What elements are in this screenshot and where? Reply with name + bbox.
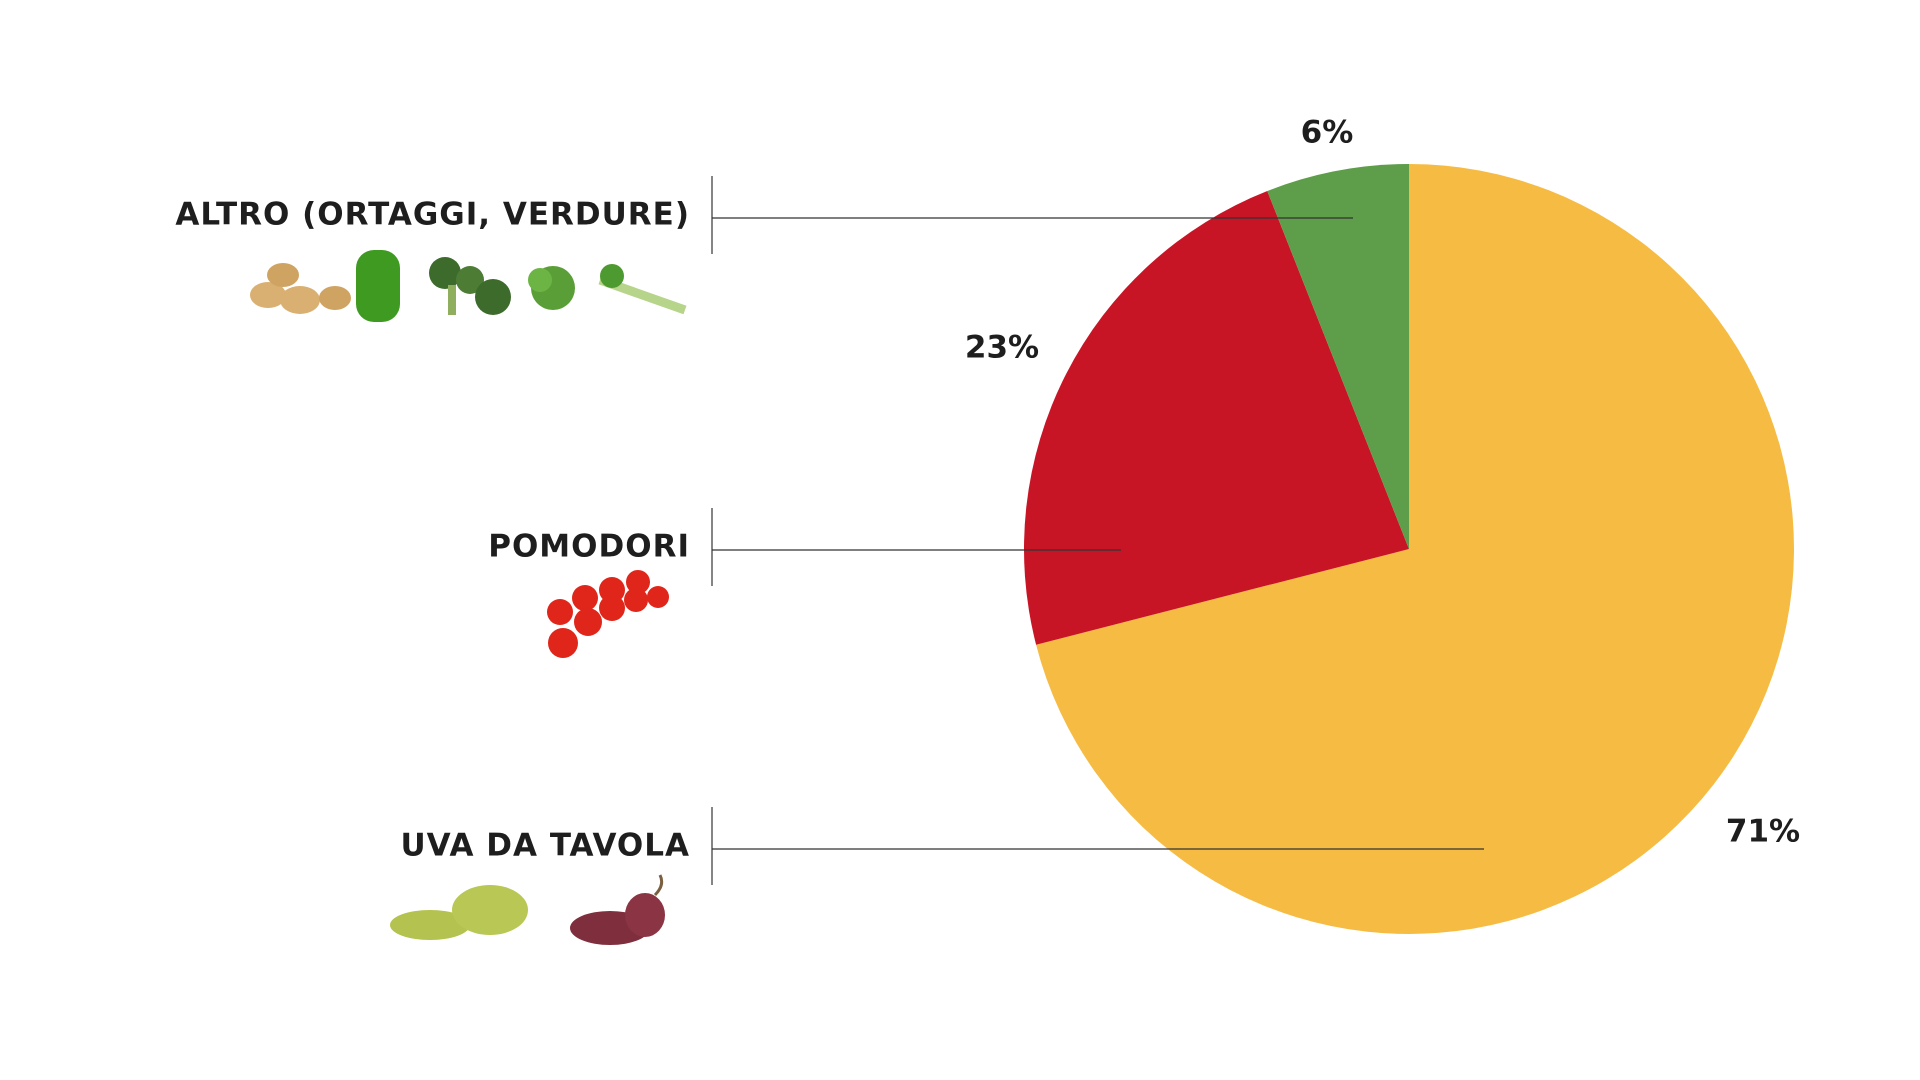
value-label: 71%	[1726, 814, 1800, 850]
labels: 71% UVA DA TAVOLA 23% POMODORI 6% ALTRO (ORTA…	[175, 115, 1800, 885]
value-label: 23%	[965, 330, 1039, 366]
pie-slice	[1024, 191, 1409, 645]
vegetable-icons	[250, 250, 687, 322]
legend-label: POMODORI	[488, 529, 690, 565]
tomato-icons	[547, 570, 669, 658]
pie	[1024, 164, 1794, 934]
pie-slice	[1036, 164, 1794, 934]
legend-label: UVA DA TAVOLA	[400, 828, 690, 864]
grape-icons	[390, 874, 665, 945]
pie-slice	[1267, 164, 1409, 549]
value-label: 6%	[1301, 115, 1354, 151]
legend-label: ALTRO (ORTAGGI, VERDURE)	[175, 197, 690, 233]
